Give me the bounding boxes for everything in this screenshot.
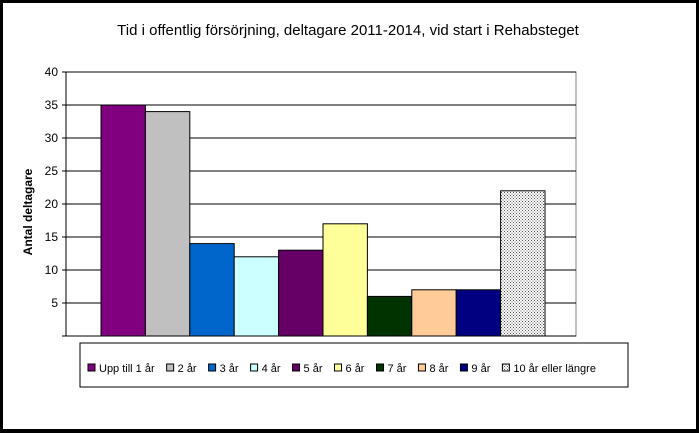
legend-label: 10 år eller längre bbox=[513, 363, 596, 375]
bar bbox=[322, 223, 368, 337]
bar bbox=[189, 243, 235, 337]
y-tick-label: 35 bbox=[45, 98, 59, 112]
legend-label: 5 år bbox=[304, 363, 323, 375]
legend-label: 8 år bbox=[429, 363, 448, 375]
bar-chart: Tid i offentlig försörjning, deltagare 2… bbox=[21, 22, 629, 388]
y-tick-label: 30 bbox=[45, 131, 59, 145]
y-tick-label: 40 bbox=[45, 65, 59, 79]
bar bbox=[500, 190, 546, 337]
legend-swatch bbox=[459, 363, 468, 372]
legend-swatch bbox=[87, 363, 96, 372]
axes bbox=[65, 72, 576, 337]
legend-label: 9 år bbox=[471, 363, 490, 375]
y-tick-label: 10 bbox=[45, 263, 59, 277]
bar bbox=[455, 289, 502, 337]
legend-swatch bbox=[166, 363, 175, 372]
legend-label: 2 år bbox=[178, 363, 197, 375]
legend-label: 4 år bbox=[262, 363, 281, 375]
y-tick-label: 5 bbox=[51, 296, 58, 310]
y-tick-label: 15 bbox=[45, 230, 59, 244]
legend-label: 3 år bbox=[220, 363, 239, 375]
chart-frame: Tid i offentlig försörjning, deltagare 2… bbox=[3, 3, 696, 429]
bar bbox=[278, 249, 324, 337]
legend-swatch bbox=[250, 363, 259, 372]
legend-label: 6 år bbox=[346, 363, 365, 375]
legend-swatch bbox=[417, 363, 426, 372]
y-axis-label: Antal deltagare bbox=[21, 168, 35, 255]
y-tick-label: 20 bbox=[45, 197, 59, 211]
y-tick-label: 25 bbox=[45, 164, 59, 178]
legend-swatch bbox=[292, 363, 301, 372]
legend-swatch bbox=[208, 363, 217, 372]
bar bbox=[233, 256, 280, 337]
legend-swatch bbox=[334, 363, 343, 372]
legend-label: Upp till 1 år bbox=[99, 363, 155, 375]
legend-swatch bbox=[501, 363, 510, 372]
legend: Upp till 1 år 2 år 3 år 4 år 5 år 6 år 7 år 8 å… bbox=[87, 363, 596, 375]
bar bbox=[100, 104, 146, 337]
bar bbox=[411, 289, 457, 337]
y-axis-ticks: 5 10 15 20 25 30 35 40 bbox=[45, 65, 66, 337]
chart-title: Tid i offentlig försörjning, deltagare 2… bbox=[117, 22, 580, 39]
legend-label: 7 år bbox=[387, 363, 406, 375]
bar bbox=[144, 111, 191, 337]
bar bbox=[366, 295, 413, 337]
legend-swatch bbox=[375, 363, 384, 372]
bars bbox=[100, 104, 546, 337]
